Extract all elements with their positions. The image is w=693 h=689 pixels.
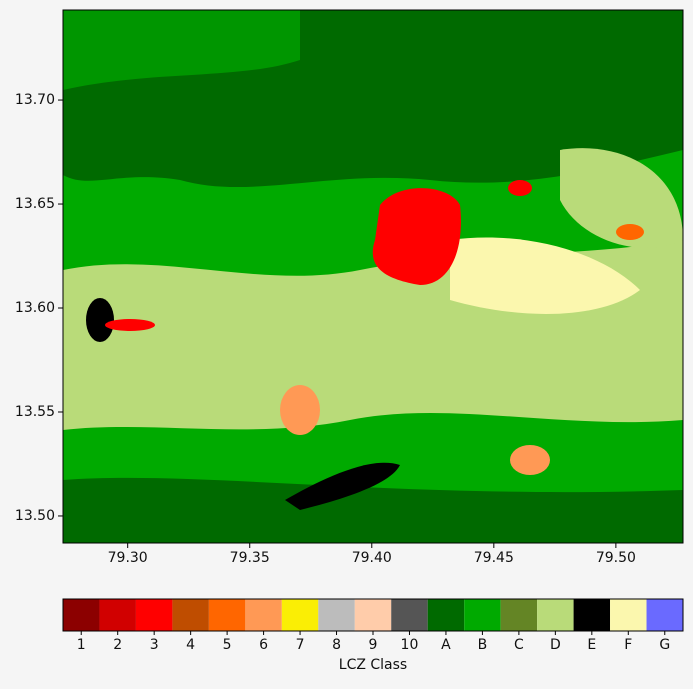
raster <box>63 10 683 543</box>
x-tick-label: 79.45 <box>474 550 514 566</box>
colorbar-tick-label: A <box>441 637 451 653</box>
colorbar-tick-label: F <box>624 637 632 653</box>
x-tick-label: 79.30 <box>108 550 148 566</box>
colorbar-swatch <box>646 599 683 631</box>
colorbar-swatch <box>464 599 501 631</box>
y-tick-label: 13.60 <box>15 300 55 316</box>
colorbar-swatch <box>208 599 246 631</box>
colorbar-tick-label: B <box>478 637 488 653</box>
colorbar-swatch <box>610 599 647 631</box>
sparse-built <box>280 385 320 435</box>
x-tick-label: 79.40 <box>352 550 392 566</box>
y-tick-label: 13.50 <box>15 508 55 524</box>
water <box>86 298 114 342</box>
colorbar-tick-label: 8 <box>332 637 341 653</box>
urban <box>508 180 532 196</box>
y-tick-label: 13.65 <box>15 196 55 212</box>
colorbar-label: LCZ Class <box>339 657 407 673</box>
colorbar-tick-label: 9 <box>369 637 378 653</box>
colorbar-swatch <box>318 599 355 631</box>
colorbar-swatch <box>537 599 574 631</box>
urban-core <box>372 188 461 285</box>
scrub <box>63 10 300 90</box>
urban <box>105 319 155 331</box>
colorbar-swatch <box>172 599 209 631</box>
colorbar-swatch <box>99 599 136 631</box>
colorbar-tick-label: 4 <box>186 637 195 653</box>
colorbar-swatch <box>427 599 465 631</box>
bare-soil <box>450 237 640 314</box>
colorbar-tick-label: 2 <box>113 637 122 653</box>
colorbar-tick-label: 7 <box>296 637 305 653</box>
colorbar-swatch <box>135 599 173 631</box>
colorbar-frame <box>62 598 684 632</box>
water <box>285 462 400 510</box>
colorbar-swatch <box>500 599 538 631</box>
colorbar-tick-label: 10 <box>401 637 419 653</box>
colorbar-tick-label: 6 <box>259 637 268 653</box>
colorbar-tick-label: G <box>659 637 670 653</box>
colorbar-tick-label: D <box>550 637 561 653</box>
forest <box>63 477 683 543</box>
x-tick-label: 79.35 <box>230 550 270 566</box>
colorbar-swatch <box>573 599 611 631</box>
colorbar-tick-label: C <box>514 637 524 653</box>
colorbar-swatch <box>63 599 100 631</box>
colorbar-tick-label: E <box>587 637 596 653</box>
y-tick-label: 13.55 <box>15 404 55 420</box>
y-tick-label: 13.70 <box>15 92 55 108</box>
colorbar-swatch <box>281 599 319 631</box>
low-plants <box>560 148 683 248</box>
colorbar-swatch <box>391 599 428 631</box>
colorbar-swatch <box>354 599 392 631</box>
colorbar-tick-label: 5 <box>223 637 232 653</box>
x-tick-label: 79.50 <box>596 550 636 566</box>
colorbar-tick-label: 3 <box>150 637 159 653</box>
urban <box>616 224 644 240</box>
plot-frame <box>62 9 684 544</box>
colorbar-swatch <box>245 599 282 631</box>
colorbar-tick-label: 1 <box>77 637 86 653</box>
sparse-built <box>510 445 550 475</box>
